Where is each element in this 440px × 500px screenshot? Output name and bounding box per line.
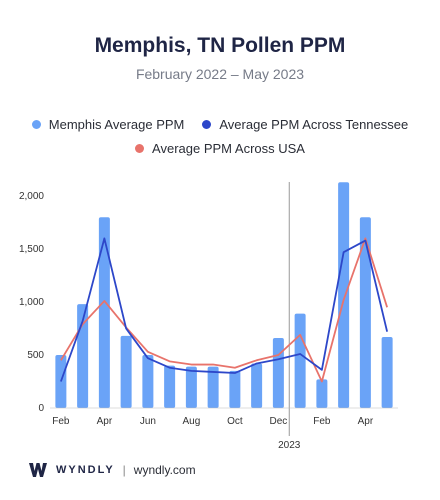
y-tick-label: 1,500 (19, 244, 44, 255)
year-label: 2023 (278, 440, 301, 451)
bar (229, 370, 241, 408)
y-tick-label: 1,000 (19, 297, 44, 308)
footer-brand: WYNDLY (56, 464, 115, 476)
footer-separator: | (122, 463, 126, 477)
bar (207, 366, 219, 408)
legend-swatch-usa (135, 144, 145, 153)
bar (142, 355, 154, 408)
bar (316, 379, 328, 408)
series-line (60, 237, 388, 383)
y-tick-label: 500 (27, 350, 44, 361)
x-tick-label: Feb (52, 416, 70, 427)
legend-item-tennessee: Average PPM Across Tennessee (202, 117, 408, 132)
bar (185, 366, 197, 408)
legend-swatch-tennessee (202, 120, 212, 129)
x-tick-label: Feb (313, 416, 331, 427)
legend-label-usa: Average PPM Across USA (152, 141, 305, 156)
footer-url: wyndly.com (133, 463, 196, 477)
series-line (60, 237, 389, 382)
bar (251, 363, 263, 408)
legend-label-memphis: Memphis Average PPM (48, 117, 185, 132)
x-tick-label: Aug (182, 416, 200, 427)
bar (98, 217, 110, 408)
legend-item-usa: Average PPM Across USA (135, 141, 305, 156)
y-tick-label: 0 (38, 403, 44, 414)
wyndly-logo-icon (29, 463, 47, 477)
x-tick-label: Oct (227, 416, 243, 427)
legend-item-memphis: Memphis Average PPM (31, 117, 185, 132)
x-tick-label: Apr (358, 416, 374, 427)
bar (338, 182, 350, 408)
legend-row-2: Average PPM Across USA (0, 141, 440, 156)
bar (120, 335, 132, 408)
chart-subtitle: February 2022 – May 2023 (135, 66, 305, 82)
x-tick-label: Apr (97, 416, 113, 427)
bar (294, 313, 306, 408)
x-tick-label: Jun (140, 416, 156, 427)
legend-label-tennessee: Average PPM Across Tennessee (219, 117, 409, 132)
legend-swatch-memphis (31, 120, 41, 129)
chart-title: Memphis, TN Pollen PPM (94, 34, 346, 57)
bar (381, 336, 393, 408)
legend-row-1: Memphis Average PPM Average PPM Across T… (0, 117, 440, 132)
y-tick-label: 2,000 (19, 191, 44, 202)
bar (359, 217, 371, 408)
x-tick-label: Dec (269, 416, 287, 427)
footer: WYNDLY | wyndly.com (28, 461, 196, 479)
bar (272, 338, 284, 408)
bar (164, 365, 176, 408)
